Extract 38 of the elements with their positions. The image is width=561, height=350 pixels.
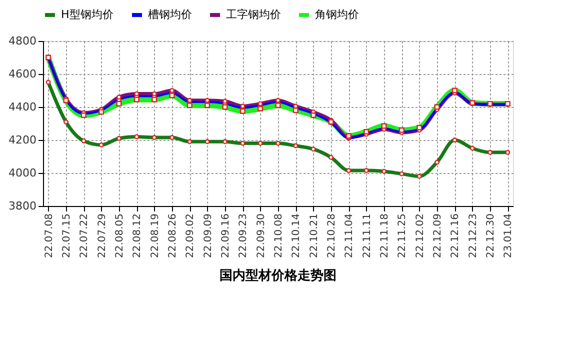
y-tick-label: 4400	[8, 100, 36, 114]
x-tick-label: 22.10.28	[326, 214, 338, 258]
x-tick-label: 22.11.11	[362, 214, 373, 258]
x-tick-label: 22.12.09	[432, 214, 444, 258]
x-tick-label: 22.10.21	[308, 214, 320, 258]
x-tick-label: 22.12.02	[414, 214, 426, 258]
x-tick-label: 22.11.04	[344, 214, 356, 258]
x-tick-label: 22.09.16	[220, 214, 232, 258]
x-tick-label: 22.12.16	[450, 214, 462, 258]
x-tick-label: 22.11.25	[397, 214, 408, 258]
legend-label: 槽钢均价	[148, 8, 192, 21]
y-tick-label: 4800	[8, 34, 36, 48]
x-tick-label: 22.07.22	[79, 214, 90, 258]
y-tick-label: 4200	[8, 134, 36, 146]
y-tick-label: 3800	[8, 200, 36, 212]
text: 国内型材价格走势图	[220, 268, 336, 284]
y-tick-label: 4600	[8, 68, 36, 80]
x-tick-label: 23.01.04	[503, 214, 514, 258]
x-tick-label: 22.09.23	[238, 214, 250, 258]
x-tick-label: 22.10.08	[274, 214, 284, 258]
y-tick-label: 4000	[8, 166, 36, 180]
x-tick-label: 22.12.30	[486, 214, 497, 258]
x-tick-label: 22.07.29	[96, 214, 108, 258]
legend-label: 工字钢均价	[226, 8, 281, 21]
legend-label: 角钢均价	[315, 8, 359, 21]
x-tick-label: 22.07.08	[44, 214, 55, 258]
x-tick-label: 22.11.18	[380, 214, 391, 258]
x-tick-label: 22.08.12	[132, 214, 144, 258]
x-tick-label: 22.10.14	[291, 214, 302, 258]
x-tick-label: 22.09.02	[185, 214, 196, 258]
x-tick-label: 22.08.19	[150, 214, 161, 258]
x-tick-label: 22.09.09	[202, 214, 214, 258]
x-tick-label: 22.08.26	[167, 214, 178, 258]
x-tick-label: 22.09.30	[256, 214, 267, 258]
x-tick-label: 22.07.15	[61, 214, 72, 258]
legend-label: H型钢均价	[61, 8, 114, 21]
x-tick-label: 22.08.05	[114, 214, 126, 258]
x-tick-label: 22.12.23	[468, 214, 479, 258]
